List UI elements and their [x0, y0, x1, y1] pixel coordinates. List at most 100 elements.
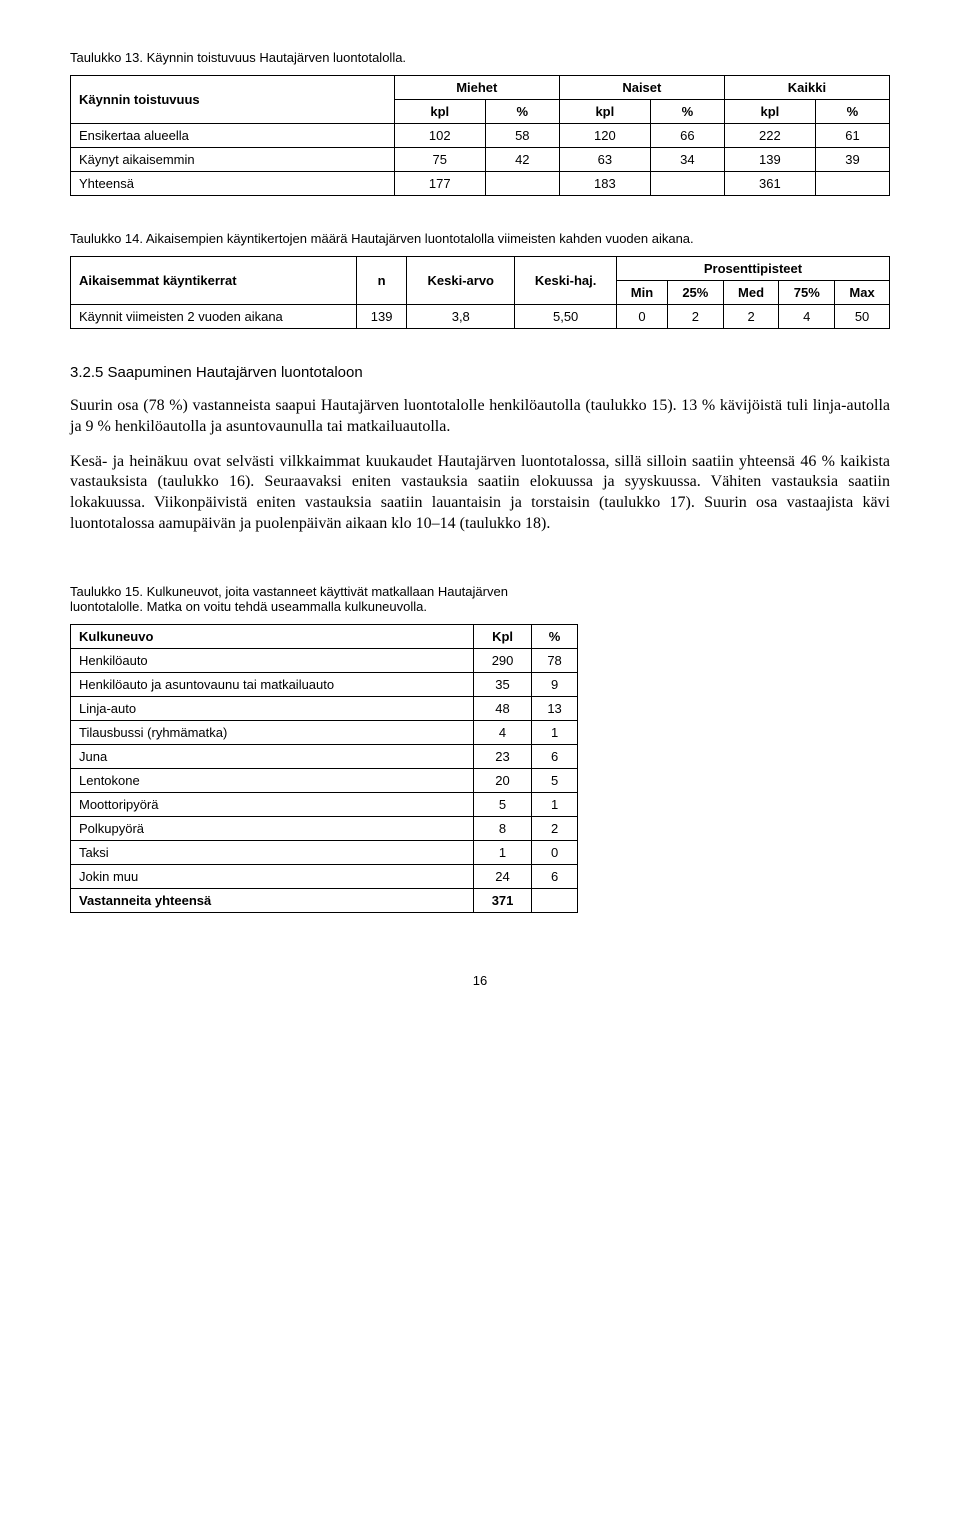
cell: Yhteensä — [71, 172, 395, 196]
t13-sub: % — [815, 100, 889, 124]
t13-col-naiset: Naiset — [559, 76, 724, 100]
cell: 58 — [485, 124, 559, 148]
cell — [815, 172, 889, 196]
cell: 61 — [815, 124, 889, 148]
cell: 20 — [474, 768, 531, 792]
table-row: Tilausbussi (ryhmämatka)41 — [71, 720, 578, 744]
t13-sub: kpl — [394, 100, 485, 124]
cell: 0 — [616, 305, 667, 329]
cell: 24 — [474, 864, 531, 888]
t14-n: n — [357, 257, 407, 305]
t14-sd: Keski-haj. — [515, 257, 617, 305]
cell: 42 — [485, 148, 559, 172]
cell: 371 — [474, 888, 531, 912]
cell: 63 — [559, 148, 650, 172]
t14-pcth: 25% — [667, 281, 723, 305]
t15-h: Kulkuneuvo — [71, 624, 474, 648]
cell: 34 — [650, 148, 724, 172]
cell: 139 — [357, 305, 407, 329]
cell: 1 — [531, 720, 578, 744]
t14-pcth: Min — [616, 281, 667, 305]
table13: Käynnin toistuvuus Miehet Naiset Kaikki … — [70, 75, 890, 196]
cell: 2 — [667, 305, 723, 329]
t14-rowhead: Aikaisemmat käyntikerrat — [71, 257, 357, 305]
cell: 4 — [779, 305, 835, 329]
cell: Henkilöauto — [71, 648, 474, 672]
cell: 6 — [531, 744, 578, 768]
table-row: Jokin muu246 — [71, 864, 578, 888]
cell: 78 — [531, 648, 578, 672]
table14: Aikaisemmat käyntikerrat n Keski-arvo Ke… — [70, 256, 890, 329]
page-number: 16 — [70, 973, 890, 988]
cell: 9 — [531, 672, 578, 696]
cell: Ensikertaa alueella — [71, 124, 395, 148]
cell — [531, 888, 578, 912]
table-row: Yhteensä 177 183 361 — [71, 172, 890, 196]
t14-pcth: 75% — [779, 281, 835, 305]
cell: 5 — [474, 792, 531, 816]
table-row: Ensikertaa alueella 102 58 120 66 222 61 — [71, 124, 890, 148]
cell — [485, 172, 559, 196]
cell: 50 — [835, 305, 890, 329]
cell: 1 — [474, 840, 531, 864]
cell: 102 — [394, 124, 485, 148]
table-row: Polkupyörä82 — [71, 816, 578, 840]
cell: 222 — [724, 124, 815, 148]
t15-h: % — [531, 624, 578, 648]
table-row: Linja-auto4813 — [71, 696, 578, 720]
cell: 139 — [724, 148, 815, 172]
cell: Taksi — [71, 840, 474, 864]
cell: 2 — [531, 816, 578, 840]
cell: 290 — [474, 648, 531, 672]
cell — [650, 172, 724, 196]
cell: 120 — [559, 124, 650, 148]
cell: Polkupyörä — [71, 816, 474, 840]
cell: 75 — [394, 148, 485, 172]
t13-sub: % — [485, 100, 559, 124]
cell: Tilausbussi (ryhmämatka) — [71, 720, 474, 744]
cell: 177 — [394, 172, 485, 196]
cell: 13 — [531, 696, 578, 720]
table-row-total: Vastanneita yhteensä 371 — [71, 888, 578, 912]
cell: Vastanneita yhteensä — [71, 888, 474, 912]
table-row: Käynyt aikaisemmin 75 42 63 34 139 39 — [71, 148, 890, 172]
section-325-p1: Suurin osa (78 %) vastanneista saapui Ha… — [70, 396, 890, 438]
cell: Jokin muu — [71, 864, 474, 888]
table15-caption: Taulukko 15. Kulkuneuvot, joita vastanne… — [70, 584, 578, 614]
t13-sub: kpl — [724, 100, 815, 124]
section-325-p2: Kesä- ja heinäkuu ovat selvästi vilkkaim… — [70, 452, 890, 535]
cell: 3,8 — [407, 305, 515, 329]
t13-sub: % — [650, 100, 724, 124]
cell: Lentokone — [71, 768, 474, 792]
cell: 1 — [531, 792, 578, 816]
t13-rowhead: Käynnin toistuvuus — [71, 76, 395, 124]
cell: 66 — [650, 124, 724, 148]
cell: Henkilöauto ja asuntovaunu tai matkailua… — [71, 672, 474, 696]
cell: 39 — [815, 148, 889, 172]
cell: 23 — [474, 744, 531, 768]
cell: 0 — [531, 840, 578, 864]
table15: Kulkuneuvo Kpl % Henkilöauto29078 Henkil… — [70, 624, 578, 913]
cell: 2 — [723, 305, 779, 329]
table14-caption: Taulukko 14. Aikaisempien käyntikertojen… — [70, 231, 890, 246]
t14-pcth: Max — [835, 281, 890, 305]
cell: 4 — [474, 720, 531, 744]
table-row: Henkilöauto ja asuntovaunu tai matkailua… — [71, 672, 578, 696]
t13-col-miehet: Miehet — [394, 76, 559, 100]
section-325-heading: 3.2.5 Saapuminen Hautajärven luontotaloo… — [70, 364, 890, 381]
t15-h: Kpl — [474, 624, 531, 648]
cell: Juna — [71, 744, 474, 768]
cell: 361 — [724, 172, 815, 196]
t13-col-kaikki: Kaikki — [724, 76, 889, 100]
cell: 8 — [474, 816, 531, 840]
cell: Moottoripyörä — [71, 792, 474, 816]
table-row: Henkilöauto29078 — [71, 648, 578, 672]
table-row: Moottoripyörä51 — [71, 792, 578, 816]
table-row: Käynnit viimeisten 2 vuoden aikana 139 3… — [71, 305, 890, 329]
cell: Käynnit viimeisten 2 vuoden aikana — [71, 305, 357, 329]
t14-pct: Prosenttipisteet — [616, 257, 889, 281]
cell: 5 — [531, 768, 578, 792]
cell: Käynyt aikaisemmin — [71, 148, 395, 172]
table-row: Juna236 — [71, 744, 578, 768]
cell: 6 — [531, 864, 578, 888]
